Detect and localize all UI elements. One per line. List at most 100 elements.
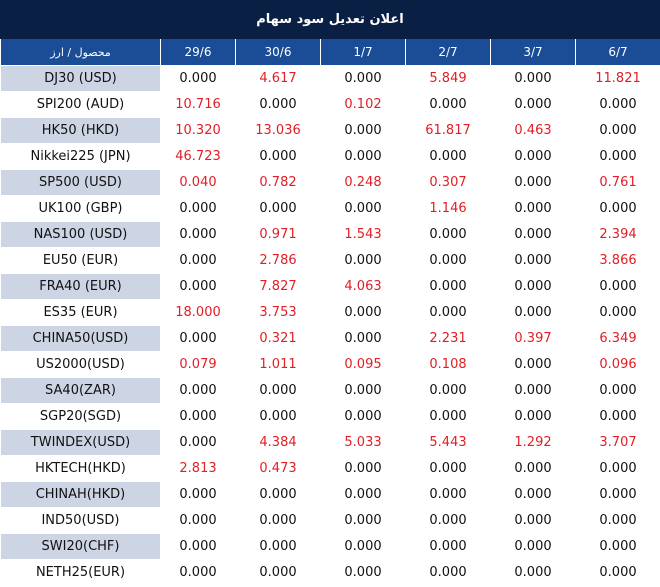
value-cell: 0.000	[235, 143, 321, 170]
value-cell: 0.000	[320, 117, 406, 144]
value-cell: 1.292	[490, 429, 576, 456]
value-cell: 0.000	[575, 273, 660, 300]
value-cell: 0.108	[405, 351, 491, 378]
value-cell: 0.000	[575, 377, 660, 404]
value-cell: 0.000	[405, 533, 491, 560]
value-cell: 0.000	[160, 533, 236, 560]
value-cell: 0.102	[320, 91, 406, 118]
value-cell: 0.782	[235, 169, 321, 196]
value-cell: 0.000	[575, 143, 660, 170]
value-cell: 0.000	[320, 533, 406, 560]
column-header-date: 3/7	[490, 39, 576, 66]
symbol-cell: CHINA50(USD)	[0, 325, 161, 352]
symbol-cell: ES35 (EUR)	[0, 299, 161, 326]
value-cell: 10.716	[160, 91, 236, 118]
value-cell: 0.000	[405, 91, 491, 118]
value-cell: 0.000	[490, 299, 576, 326]
table-row: CHINAH(HKD) 0.000 0.000 0.000 0.000 0.000 0.00…	[0, 481, 660, 508]
value-cell: 11.821	[575, 65, 660, 92]
table-row: HK50 (HKD) 10.320 13.036 0.000 61.817 0.463 0.…	[0, 117, 660, 144]
value-cell: 0.971	[235, 221, 321, 248]
value-cell: 0.095	[320, 351, 406, 378]
symbol-cell: DJ30 (USD)	[0, 65, 161, 92]
value-cell: 0.000	[160, 65, 236, 92]
value-cell: 0.000	[575, 117, 660, 144]
table-row: SP500 (USD) 0.040 0.782 0.248 0.307 0.000 0.76…	[0, 169, 660, 196]
table-row: DJ30 (USD) 0.000 4.617 0.000 5.849 0.000 11.82…	[0, 65, 660, 92]
column-header-date: 6/7	[575, 39, 660, 66]
value-cell: 0.397	[490, 325, 576, 352]
value-cell: 2.786	[235, 247, 321, 274]
table-row: SPI200 (AUD) 10.716 0.000 0.102 0.000 0.000 0.…	[0, 91, 660, 118]
table-row: EU50 (EUR) 0.000 2.786 0.000 0.000 0.000 3.866	[0, 247, 660, 274]
table-row: Nikkei225 (JPN) 46.723 0.000 0.000 0.000 0.00…	[0, 143, 660, 170]
symbol-cell: IND50(USD)	[0, 507, 161, 534]
value-cell: 0.000	[235, 377, 321, 404]
value-cell: 0.761	[575, 169, 660, 196]
value-cell: 0.000	[160, 559, 236, 586]
value-cell: 0.000	[490, 247, 576, 274]
value-cell: 0.000	[405, 299, 491, 326]
symbol-cell: SPI200 (AUD)	[0, 91, 161, 118]
value-cell: 0.000	[320, 507, 406, 534]
value-cell: 0.000	[235, 403, 321, 430]
table-row: CHINA50(USD) 0.000 0.321 0.000 2.231 0.397 6.3…	[0, 325, 660, 352]
value-cell: 1.543	[320, 221, 406, 248]
value-cell: 0.000	[490, 455, 576, 482]
symbol-cell: US2000(USD)	[0, 351, 161, 378]
value-cell: 0.000	[160, 325, 236, 352]
value-cell: 3.866	[575, 247, 660, 274]
value-cell: 0.000	[405, 247, 491, 274]
value-cell: 0.000	[235, 91, 321, 118]
table-row: US2000(USD) 0.079 1.011 0.095 0.108 0.000 0.09…	[0, 351, 660, 378]
symbol-cell: SGP20(SGD)	[0, 403, 161, 430]
value-cell: 0.000	[235, 533, 321, 560]
value-cell: 0.000	[490, 221, 576, 248]
symbol-cell: HK50 (HKD)	[0, 117, 161, 144]
value-cell: 0.000	[575, 91, 660, 118]
value-cell: 0.000	[575, 403, 660, 430]
value-cell: 0.000	[405, 143, 491, 170]
value-cell: 0.000	[490, 559, 576, 586]
value-cell: 0.000	[160, 273, 236, 300]
symbol-cell: UK100 (GBP)	[0, 195, 161, 222]
value-cell: 0.000	[575, 559, 660, 586]
symbol-cell: HKTECH(HKD)	[0, 455, 161, 482]
value-cell: 0.000	[490, 273, 576, 300]
table-row: TWINDEX(USD) 0.000 4.384 5.033 5.443 1.292 3.7…	[0, 429, 660, 456]
value-cell: 4.063	[320, 273, 406, 300]
value-cell: 0.000	[575, 507, 660, 534]
table-row: ES35 (EUR) 18.000 3.753 0.000 0.000 0.000 0.00…	[0, 299, 660, 326]
value-cell: 0.000	[490, 143, 576, 170]
table-row: HKTECH(HKD) 2.813 0.473 0.000 0.000 0.000 0.00…	[0, 455, 660, 482]
table-row: UK100 (GBP) 0.000 0.000 0.000 1.146 0.000 0.00…	[0, 195, 660, 222]
symbol-cell: CHINAH(HKD)	[0, 481, 161, 508]
value-cell: 0.000	[235, 481, 321, 508]
value-cell: 0.000	[490, 481, 576, 508]
value-cell: 4.384	[235, 429, 321, 456]
value-cell: 3.707	[575, 429, 660, 456]
value-cell: 0.000	[405, 455, 491, 482]
value-cell: 0.000	[575, 299, 660, 326]
value-cell: 0.079	[160, 351, 236, 378]
value-cell: 0.000	[575, 195, 660, 222]
value-cell: 0.000	[160, 507, 236, 534]
value-cell: 0.000	[160, 221, 236, 248]
value-cell: 0.000	[320, 299, 406, 326]
value-cell: 3.753	[235, 299, 321, 326]
symbol-cell: SA40(ZAR)	[0, 377, 161, 404]
value-cell: 0.000	[490, 195, 576, 222]
value-cell: 1.011	[235, 351, 321, 378]
value-cell: 0.000	[490, 91, 576, 118]
column-header-date: 29/6	[160, 39, 236, 66]
value-cell: 0.000	[320, 65, 406, 92]
value-cell: 0.307	[405, 169, 491, 196]
symbol-cell: FRA40 (EUR)	[0, 273, 161, 300]
value-cell: 0.000	[160, 481, 236, 508]
column-header-date: 1/7	[320, 39, 406, 66]
value-cell: 0.000	[490, 65, 576, 92]
value-cell: 0.463	[490, 117, 576, 144]
value-cell: 0.000	[405, 221, 491, 248]
symbol-cell: NETH25(EUR)	[0, 559, 161, 586]
table-header-row: محصول / ارز 29/6 30/6 1/7 2/7 3/7 6/7	[0, 39, 660, 66]
